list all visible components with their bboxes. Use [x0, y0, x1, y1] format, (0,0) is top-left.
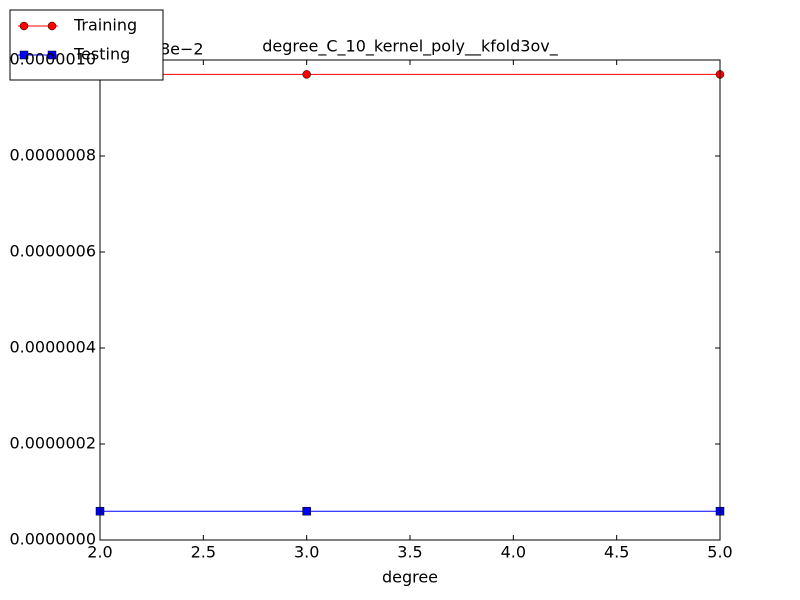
axes-frame [99, 59, 721, 541]
y-tick-label: 0.0000000 [9, 530, 96, 549]
x-tick-label: 3.5 [397, 543, 422, 562]
marker [302, 506, 311, 516]
x-tick-label: 2.0 [87, 543, 112, 562]
marker [47, 21, 57, 31]
chart-title: degree_C_10_kernel_poly__kfold3ov_ [262, 37, 558, 57]
y-tick-label: 0.0000004 [9, 338, 96, 357]
marker [302, 70, 311, 79]
x-tick-label: 5.0 [707, 543, 732, 562]
x-tick-label: 4.0 [501, 543, 526, 562]
x-tick-label: 3.0 [294, 543, 319, 562]
x-tick-label: 4.5 [604, 543, 629, 562]
y-tick-label: 0.0000006 [9, 242, 96, 261]
legend-label: Training [73, 16, 137, 35]
y-offset-text: 8e−2 [160, 40, 204, 59]
y-tick-label: 0.0000010 [9, 50, 96, 69]
marker [19, 50, 29, 60]
y-tick-label: 0.0000008 [9, 146, 96, 165]
x-axis-label: degree [382, 568, 438, 587]
legend-label: Testing [73, 45, 130, 64]
x-tick-label: 2.5 [191, 543, 216, 562]
plot-area [95, 59, 725, 541]
marker [47, 50, 57, 60]
legend-box [9, 9, 164, 81]
y-tick-label: 0.0000002 [9, 434, 96, 453]
marker [19, 21, 29, 31]
legend: Training Testing [9, 9, 164, 81]
